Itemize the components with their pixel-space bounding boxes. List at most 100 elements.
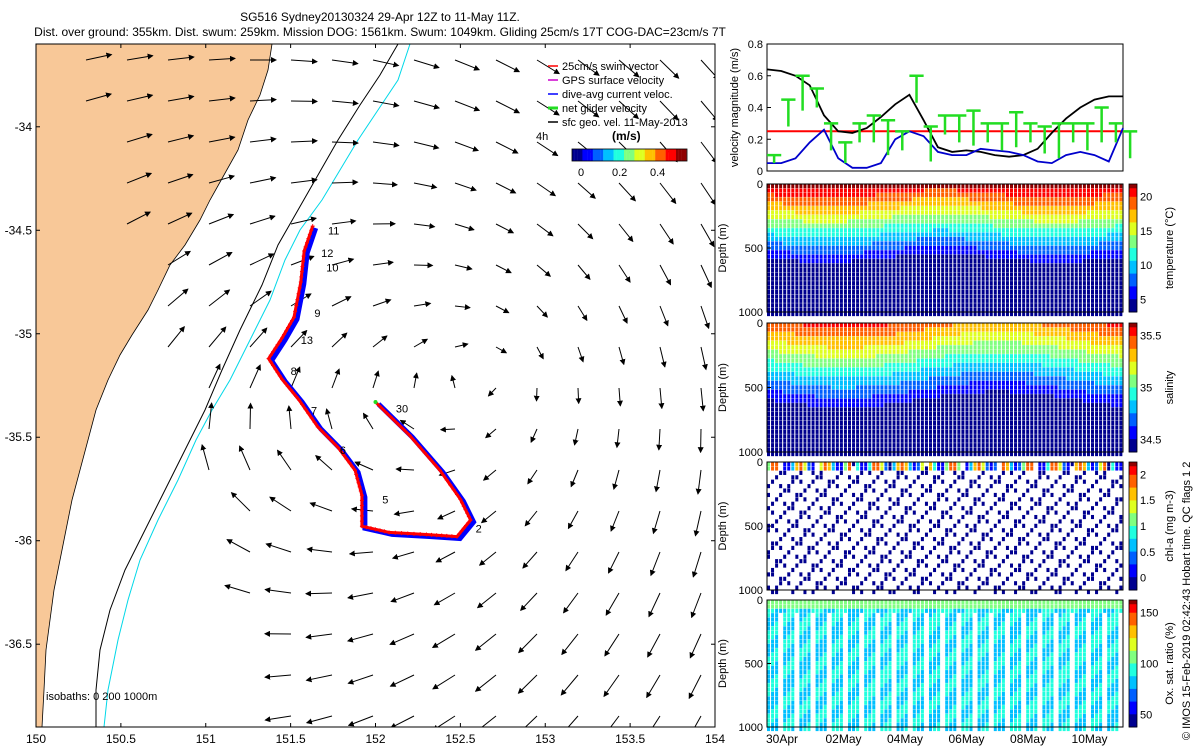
current-vector — [485, 428, 497, 439]
track-marker — [297, 397, 302, 402]
current-vector — [690, 592, 702, 619]
panel-colorbar-cell — [1129, 439, 1137, 444]
track-marker — [399, 531, 404, 536]
panel-colorbar-cell — [1129, 697, 1137, 703]
track-marker — [459, 529, 464, 534]
track-marker — [422, 450, 427, 455]
colorbar-cell — [629, 149, 632, 161]
current-vector — [432, 674, 456, 690]
current-vector — [208, 174, 236, 184]
current-vector — [700, 264, 712, 289]
panel-colorbar-cell — [1129, 222, 1137, 228]
panel-colorbar-tick: 20 — [1140, 191, 1152, 203]
current-vector — [167, 173, 194, 184]
current-vector — [126, 211, 151, 225]
current-vector — [412, 372, 419, 389]
colorbar-cell — [681, 149, 684, 161]
current-vector — [700, 305, 710, 330]
current-vector — [530, 428, 538, 443]
current-vector — [249, 175, 277, 184]
current-vector — [495, 223, 515, 234]
current-vector — [331, 368, 341, 389]
current-vector — [454, 100, 481, 112]
current-vector — [391, 551, 415, 560]
track-marker — [355, 476, 360, 481]
depth-axis-label: Depth (m) — [717, 639, 729, 688]
track-marker — [454, 534, 459, 539]
current-vector — [290, 177, 318, 184]
panel-colorbar-cell — [1129, 608, 1137, 614]
panel-colorbar-cell — [1129, 443, 1137, 449]
track-marker — [286, 325, 291, 330]
current-vector — [612, 469, 620, 490]
current-vector — [331, 179, 359, 186]
current-vector — [347, 715, 374, 727]
current-vector — [694, 715, 702, 727]
depth-tick-label: 500 — [745, 521, 763, 533]
panel-colorbar-cell — [1129, 269, 1137, 275]
panel-colorbar-tick: 5 — [1140, 295, 1146, 307]
track-marker — [299, 274, 304, 279]
colorbar-title: (m/s) — [612, 129, 641, 143]
current-vector — [577, 100, 600, 118]
current-vector — [454, 182, 477, 192]
current-vector — [413, 100, 440, 110]
current-vector — [249, 136, 277, 143]
track-marker — [382, 529, 387, 534]
colorbar-cell — [579, 149, 583, 161]
track-marker — [307, 232, 312, 237]
current-vector — [305, 715, 333, 725]
current-vector — [577, 346, 585, 363]
track-marker — [373, 527, 378, 532]
colorbar-cell — [598, 149, 601, 161]
panel-colorbar-cell — [1129, 621, 1137, 626]
panel-colorbar-cell — [1129, 299, 1137, 304]
panel-colorbar-tick: 0 — [1140, 573, 1146, 585]
panel-colorbar-cell — [1129, 568, 1137, 574]
track-marker — [424, 532, 429, 537]
current-vector — [389, 633, 415, 646]
current-vector — [565, 551, 579, 572]
current-vector — [577, 305, 588, 322]
current-vector — [389, 715, 415, 727]
track-marker — [359, 498, 364, 503]
current-vector — [700, 141, 715, 164]
current-vector — [269, 496, 292, 512]
current-vector — [249, 96, 277, 103]
current-vector — [290, 138, 318, 145]
profile-panel-salinity: 0 500 1000 Depth (m) 34.5 35 35.5 salinity — [717, 318, 1176, 459]
current-vector — [347, 592, 374, 600]
track-marker — [396, 422, 401, 427]
current-vector — [226, 539, 251, 553]
track-day-label: 10 — [326, 263, 338, 275]
current-vector — [577, 264, 591, 281]
panel-colorbar-cell — [1129, 659, 1137, 664]
track-marker — [295, 297, 300, 302]
track-marker — [461, 526, 466, 531]
current-vector — [306, 546, 333, 553]
current-vector — [618, 305, 628, 324]
panel-colorbar-cell — [1129, 290, 1137, 296]
panel-colorbar-cell — [1129, 642, 1137, 648]
current-vector — [230, 491, 251, 512]
current-vector — [518, 633, 538, 654]
track-marker — [458, 497, 463, 502]
panel-colorbar-cell — [1129, 722, 1137, 728]
current-vector — [618, 264, 631, 283]
current-vector — [439, 426, 456, 433]
track-marker — [280, 335, 285, 340]
depth-axis-label: Depth (m) — [717, 502, 729, 551]
track-marker — [390, 416, 395, 421]
track-marker — [468, 518, 473, 523]
track-marker — [338, 449, 343, 454]
current-vector — [478, 551, 497, 566]
track-marker — [405, 531, 410, 536]
track-marker — [417, 444, 422, 449]
panel-colorbar-cell — [1129, 192, 1137, 198]
track-marker — [460, 500, 465, 505]
track-marker — [359, 524, 364, 529]
current-vector — [290, 216, 317, 225]
panel-colorbar-tick: 0.5 — [1140, 547, 1155, 559]
map-xtick-label: 151.5 — [276, 732, 306, 746]
current-vector — [575, 387, 582, 405]
